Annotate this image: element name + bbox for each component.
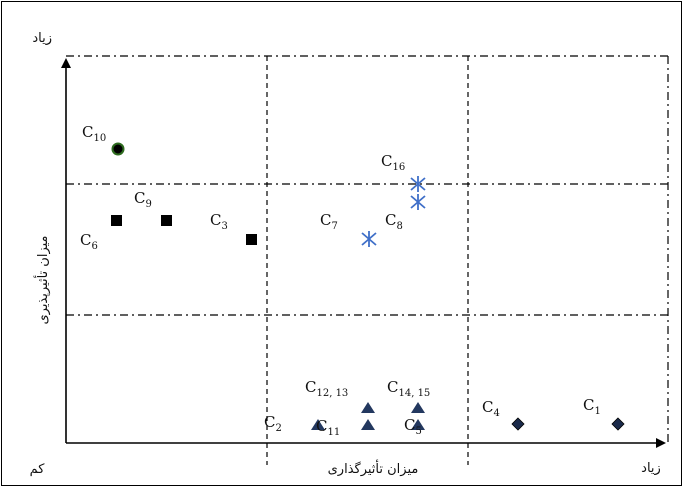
- label-c7: C7: [320, 211, 338, 232]
- marker-c7-star: [361, 231, 377, 247]
- axis-low-label: کم: [30, 462, 46, 477]
- y-axis-high-label: زیاد: [32, 31, 52, 46]
- label-c6: C6: [80, 231, 98, 252]
- marker-c10-dot: [111, 142, 125, 156]
- label-c14-15: C14, 15: [387, 378, 430, 399]
- label-c9: C9: [134, 189, 152, 210]
- marker-c9-square: [161, 215, 172, 226]
- label-c3: C3: [210, 211, 228, 232]
- marker-c1-diamond: [611, 417, 625, 431]
- x-axis-high-label: زیاد: [641, 461, 661, 476]
- marker-c3-square: [246, 234, 257, 245]
- y-axis-title: میزان تأثیرپذیری: [33, 235, 51, 324]
- label-c5: C5: [404, 416, 422, 437]
- x-axis-title: میزان تأثیرگذاری: [328, 459, 419, 477]
- marker-c4-diamond: [511, 417, 525, 431]
- point-labels: C10 C6 C9 C3 C16 C7 C8 C12, 13 C14, 15 C…: [80, 123, 601, 438]
- marker-c16-star: [410, 176, 426, 192]
- label-c10: C10: [82, 123, 106, 144]
- label-c4: C4: [482, 398, 500, 419]
- label-c2: C2: [264, 413, 282, 434]
- label-c8: C8: [385, 211, 403, 232]
- marker-c8-star: [410, 194, 426, 210]
- label-c12-13: C12, 13: [305, 378, 348, 399]
- markers: [111, 142, 625, 431]
- label-c1: C1: [583, 396, 601, 417]
- marker-c6-square: [111, 215, 122, 226]
- marker-c11-triangle: [311, 419, 325, 430]
- marker-c12-13-triangle-bottom: [361, 419, 375, 430]
- marker-c14-15-triangle-bottom: [411, 419, 425, 430]
- marker-c12-13-triangle-top: [361, 402, 375, 413]
- grid: [66, 55, 669, 465]
- marker-c14-15-triangle-top: [411, 402, 425, 413]
- label-c16: C16: [381, 152, 405, 173]
- label-c11: C11: [316, 417, 340, 438]
